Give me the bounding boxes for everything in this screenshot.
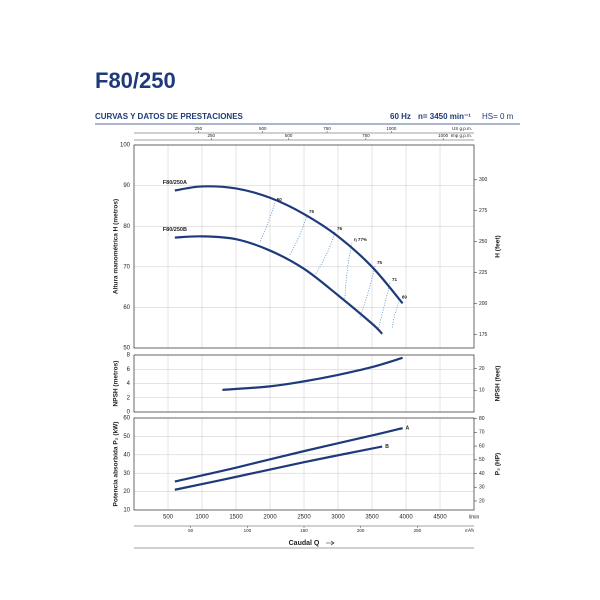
x-tick-label: 3000 [331,515,345,521]
y-tick-label: 8 [127,353,131,359]
title: F80/250 [95,68,176,93]
bottom-tick-label: 150 [300,528,308,533]
series-label: A [406,425,410,431]
y2-tick-label: 275 [479,208,488,214]
x-tick-label: 3500 [365,515,379,521]
x-tick-label: 1000 [195,515,209,521]
x-axis-arrow [326,540,335,546]
y-tick-label: 60 [123,416,130,422]
subtitle: CURVAS Y DATOS DE PRESTACIONES [95,112,244,121]
plot-frame [133,144,475,349]
x-tick-label: 4500 [433,515,447,521]
curve [174,185,404,305]
top-tick-label: 250 [208,133,216,138]
bottom-tick-label: 250 [414,528,422,533]
y2-tick-label: 40 [479,471,485,477]
efficiency-label: 50 [277,197,283,202]
frequency: 60 Hz [390,112,411,121]
efficiency-label: 76 [337,226,343,231]
top-axis-unit: Imp g.p.m. [451,133,472,138]
y2-tick-label: 10 [479,388,485,394]
x-unit: l/min [469,514,480,520]
bottom-tick-label: 50 [188,528,194,533]
top-axis-unit: US g.p.m. [452,126,472,131]
y-tick-label: 60 [123,305,130,311]
y2-axis-label: H (feet) [495,235,502,257]
plot-frame [133,354,475,413]
curve [174,427,403,483]
y2-tick-label: 80 [479,416,485,422]
series-label: F80/250A [163,180,187,186]
efficiency-label: 75 [309,209,315,214]
y-tick-label: 50 [123,434,130,440]
y-tick-label: 50 [123,346,130,352]
top-tick-label: 1000 [386,126,397,131]
efficiency-line [377,282,391,331]
y2-axis-label: NPSH (feet) [495,366,502,402]
y-tick-label: 80 [123,224,130,230]
top-tick-label: 250 [195,126,203,131]
efficiency-label: 71 [392,277,398,282]
bottom-tick-label: 200 [357,528,365,533]
y2-axis-label: P₂ (HP) [495,453,502,475]
y-axis-label: Potencia absorbida P₂ (kW) [113,422,120,507]
y2-tick-label: 60 [479,443,485,449]
y-tick-label: 100 [120,143,131,149]
y-axis-label: Altura manométrica H (metros) [113,199,120,294]
y2-tick-label: 50 [479,457,485,463]
top-tick-label: 750 [323,126,331,131]
curve [174,445,383,491]
y-tick-label: 90 [123,183,130,189]
y-axis-label: NPSH (metros) [113,361,120,407]
y-tick-label: 2 [127,395,131,401]
curve [222,356,403,392]
y-tick-label: 0 [127,410,131,416]
y2-tick-label: 20 [479,498,485,504]
y2-tick-label: 20 [479,366,485,372]
y-tick-label: 4 [127,381,131,387]
bottom-tick-label: 100 [244,528,252,533]
y2-tick-label: 225 [479,270,488,276]
y2-tick-label: 300 [479,177,488,183]
efficiency-line [344,242,353,301]
y2-tick-label: 70 [479,430,485,436]
x-tick-label: 2000 [263,515,277,521]
series-label: B [385,444,389,450]
curve [174,235,383,335]
efficiency-label: η 77% [354,237,367,242]
x-tick-label: 2500 [297,515,311,521]
x-tick-label: 1500 [229,515,243,521]
hs: HS= 0 m [482,112,514,121]
y-tick-label: 30 [123,471,130,477]
efficiency-label: 75 [377,260,383,265]
top-tick-label: 1000 [438,133,449,138]
efficiency-line [259,202,276,243]
y-tick-label: 10 [123,508,130,514]
top-tick-label: 500 [259,126,267,131]
x-tick-label: 500 [163,515,174,521]
efficiency-line [359,265,376,319]
top-tick-label: 500 [285,133,293,138]
efficiency-label: 69 [402,294,408,299]
efficiency-line [289,214,308,256]
y-tick-label: 70 [123,264,130,270]
plot-frame [133,417,475,511]
x-tick-label: 4000 [399,515,413,521]
y2-tick-label: 30 [479,485,485,491]
y2-tick-label: 175 [479,332,488,338]
y2-tick-label: 250 [479,239,488,245]
y-tick-label: 6 [127,367,131,373]
y-tick-label: 20 [123,489,130,495]
speed: n= 3450 min⁻¹ [418,112,471,121]
y2-tick-label: 200 [479,301,488,307]
x-axis-label: Caudal Q [289,540,320,547]
bottom-axis-unit: m³/h [465,528,474,533]
efficiency-line [314,231,336,276]
efficiency-line [392,299,401,328]
top-tick-label: 750 [362,133,370,138]
y-tick-label: 40 [123,452,130,458]
series-label: F80/250B [163,227,187,233]
